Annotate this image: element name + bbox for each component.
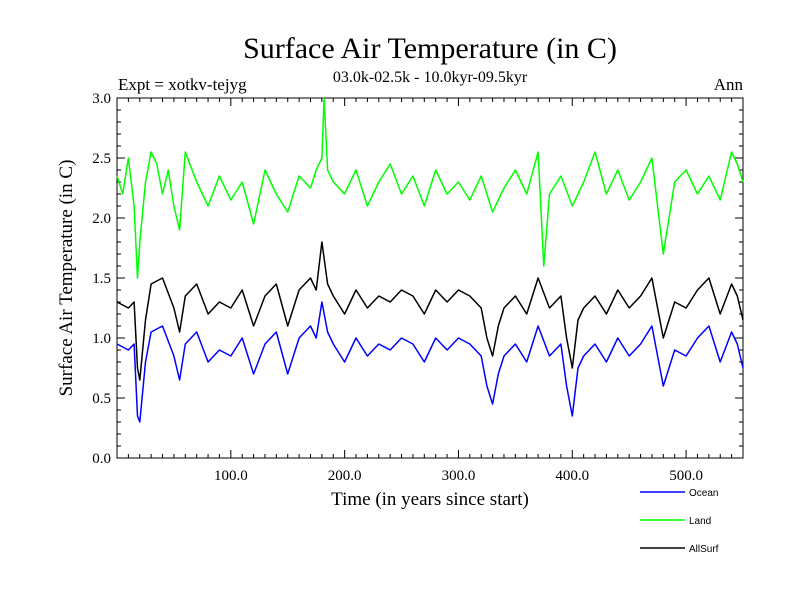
legend: Ocean Land AllSurf xyxy=(640,488,719,555)
x-tick-label: 100.0 xyxy=(214,468,248,484)
x-tick-label: 500.0 xyxy=(669,468,703,484)
season-label: Ann xyxy=(714,75,744,94)
series-line-land xyxy=(116,97,744,279)
y-tick-label: 2.5 xyxy=(92,151,111,167)
y-tick-label: 0.0 xyxy=(92,451,111,467)
series-lines xyxy=(116,97,744,423)
y-tick-label: 3.0 xyxy=(92,91,111,107)
y-tick-label: 1.0 xyxy=(92,331,111,347)
legend-label-land: Land xyxy=(689,516,711,527)
series-line-allsurf xyxy=(116,241,744,381)
x-tick-label: 200.0 xyxy=(328,468,362,484)
expt-label: Expt = xotkv-tejyg xyxy=(118,75,247,94)
chart-title: Surface Air Temperature (in C) xyxy=(243,32,617,65)
legend-label-allsurf: AllSurf xyxy=(689,544,719,555)
y-tick-label: 1.5 xyxy=(92,271,111,287)
axis-ticks: 100.0 200.0 300.0 400.0 500.0 0.0 0.5 1.0 1.5 2.0… xyxy=(92,91,743,484)
y-tick-label: 0.5 xyxy=(92,391,111,407)
x-tick-label: 300.0 xyxy=(442,468,476,484)
legend-label-ocean: Ocean xyxy=(689,488,718,499)
x-axis-label: Time (in years since start) xyxy=(331,489,529,510)
series-line-ocean xyxy=(116,301,744,423)
y-tick-label: 2.0 xyxy=(92,211,111,227)
x-tick-label: 400.0 xyxy=(555,468,589,484)
y-axis-label: Surface Air Temperature (in C) xyxy=(56,160,77,397)
chart-subtitle: 03.0k-02.5k - 10.0kyr-09.5kyr xyxy=(333,69,528,86)
plot-frame xyxy=(116,97,744,459)
